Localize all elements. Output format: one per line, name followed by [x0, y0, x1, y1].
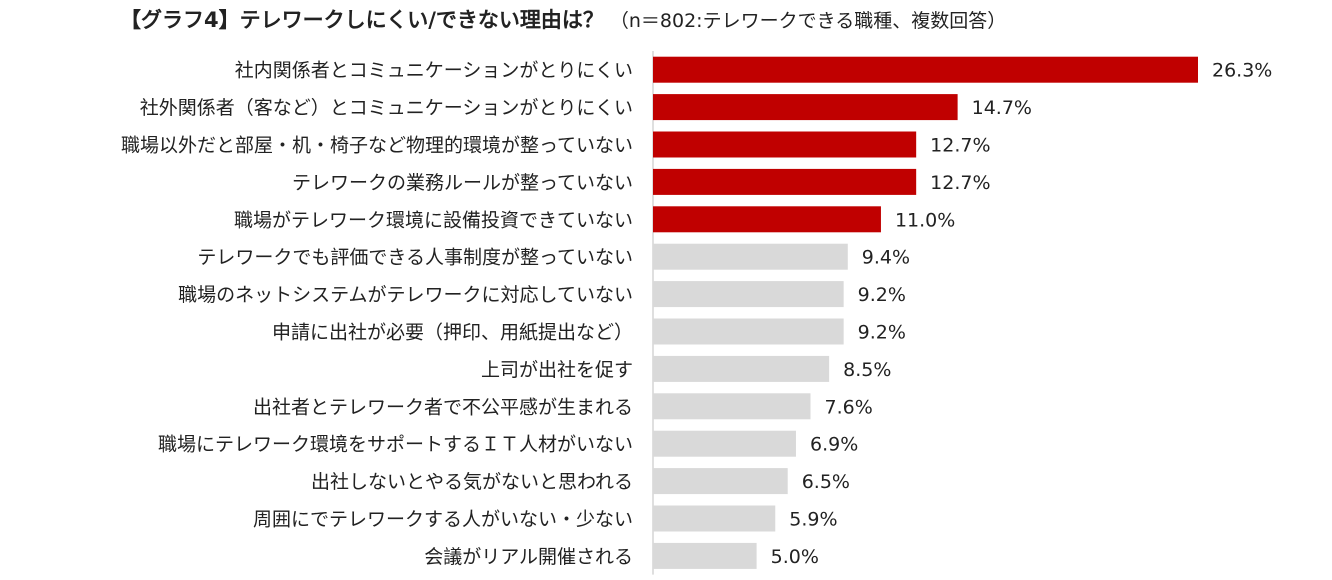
bar	[653, 430, 796, 457]
bar	[653, 281, 844, 308]
bar	[653, 393, 811, 420]
bar	[653, 318, 844, 345]
bar	[653, 243, 848, 270]
category-label: テレワークでも評価できる人事制度が整っていない	[197, 247, 633, 269]
category-label: 出社者とテレワーク者で不公平感が生まれる	[253, 396, 633, 418]
data-label: 5.0%	[771, 546, 819, 568]
category-label: テレワークの業務ルールが整っていない	[292, 172, 633, 194]
category-label: 出社しないとやる気がないと思われる	[311, 471, 633, 493]
data-label: 8.5%	[843, 359, 891, 381]
data-label: 11.0%	[895, 209, 955, 231]
category-label: 社外関係者（客など）とコミュニケーションがとりにくい	[140, 97, 633, 119]
category-label: 社内関係者とコミュニケーションがとりにくい	[235, 60, 633, 82]
category-label: 職場以外だと部屋・机・椅子など物理的環境が整っていない	[121, 135, 633, 157]
bar	[653, 206, 881, 233]
data-label: 6.5%	[802, 471, 850, 493]
data-label: 14.7%	[972, 97, 1032, 119]
category-label: 職場にテレワーク環境をサポートするＩＴ人材がいない	[158, 434, 633, 456]
data-label: 12.7%	[930, 172, 990, 194]
data-label: 12.7%	[930, 135, 990, 157]
bar	[653, 131, 917, 158]
data-label: 9.2%	[858, 284, 906, 306]
data-label: 7.6%	[824, 396, 872, 418]
data-label: 9.4%	[862, 247, 910, 269]
bar	[653, 355, 830, 382]
category-label: 申請に出社が必要（押印、用紙提出など）	[272, 322, 633, 344]
bar	[653, 542, 757, 569]
chart-subtitle: （n＝802:テレワークできる職種、複数回答）	[609, 10, 1007, 32]
category-label: 職場のネットシステムがテレワークに対応していない	[178, 284, 633, 306]
data-label: 9.2%	[858, 322, 906, 344]
category-label: 職場がテレワーク環境に設備投資できていない	[234, 209, 633, 231]
data-label: 26.3%	[1212, 60, 1272, 82]
data-label: 5.9%	[789, 509, 837, 531]
category-label: 周囲にでテレワークする人がいない・少ない	[253, 509, 633, 531]
bar	[653, 505, 776, 532]
category-label: 上司が出社を促す	[481, 359, 633, 381]
bar	[653, 468, 788, 495]
bar	[653, 94, 958, 121]
chart-title: 【グラフ4】テレワークしにくい/できない理由は？	[120, 8, 604, 32]
category-label: 会議がリアル開催される	[424, 546, 633, 568]
bar	[653, 168, 917, 195]
data-label: 6.9%	[810, 434, 858, 456]
bar	[653, 56, 1198, 83]
chart-title-row: 【グラフ4】テレワークしにくい/できない理由は？ （n＝802:テレワークできる職…	[120, 4, 1006, 36]
